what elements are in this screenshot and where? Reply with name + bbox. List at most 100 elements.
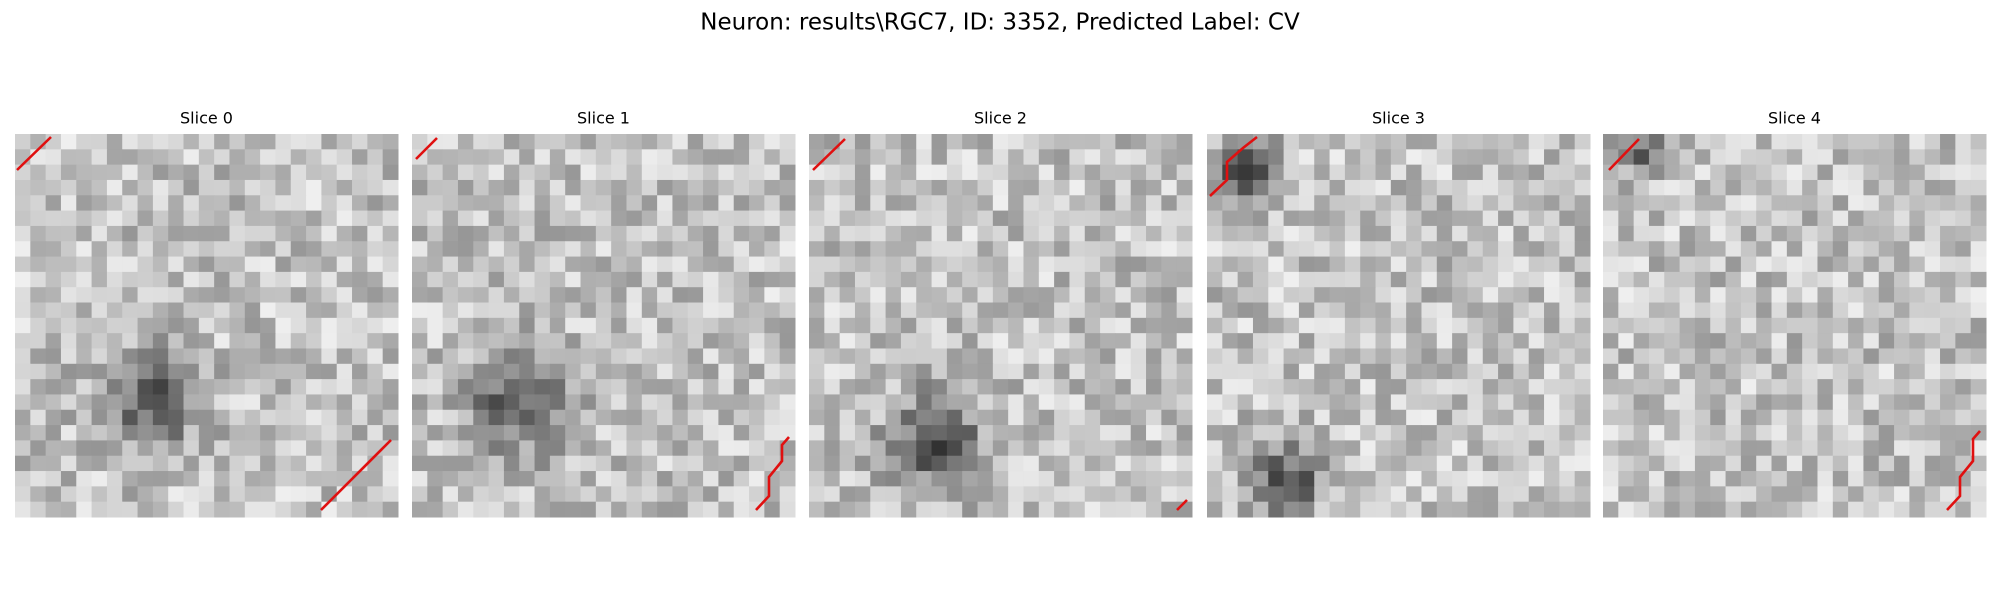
pixel [152, 271, 169, 288]
pixel [1633, 287, 1650, 304]
pixel [854, 287, 871, 304]
pixel [1436, 302, 1453, 319]
pixel [1130, 394, 1147, 411]
pixel [336, 394, 353, 411]
pixel [1863, 471, 1880, 487]
pixel [1924, 348, 1941, 365]
pixel [1252, 287, 1269, 304]
pixel [1940, 409, 1956, 426]
pixel [427, 317, 444, 334]
pixel [45, 134, 62, 150]
pixel [1648, 409, 1665, 426]
pixel [321, 149, 338, 166]
pixel [641, 363, 658, 380]
pixel [1559, 425, 1576, 441]
pixel [30, 195, 47, 212]
pixel [1574, 409, 1591, 426]
pixel [580, 149, 597, 166]
pixel [1100, 225, 1116, 242]
pixel [412, 440, 428, 457]
pixel [718, 287, 735, 304]
pixel [1482, 440, 1499, 457]
pixel [1421, 241, 1438, 258]
pixel [657, 425, 673, 441]
pixel [1482, 256, 1499, 273]
pixel [1054, 501, 1070, 518]
pixel [1023, 134, 1040, 150]
pixel [1130, 501, 1147, 518]
pixel [1664, 210, 1681, 227]
pixel [992, 225, 1009, 242]
pixel [1955, 179, 1972, 196]
panel: Slice 1 [412, 109, 796, 518]
pixel [244, 363, 261, 380]
pixel [60, 287, 77, 304]
pixel [76, 195, 93, 212]
pixel [1314, 271, 1331, 288]
pixel [749, 486, 765, 503]
pixel [1176, 287, 1193, 304]
pixel [1970, 440, 1987, 457]
pixel [611, 409, 627, 426]
pixel [122, 317, 139, 334]
pixel [1390, 425, 1407, 441]
pixel [1207, 256, 1223, 273]
pixel [519, 317, 536, 334]
pixel [1574, 471, 1591, 487]
pixel [749, 164, 765, 181]
pixel [1940, 379, 1956, 395]
pixel [946, 195, 963, 212]
pixel [779, 333, 796, 349]
pixel [962, 256, 979, 273]
pixel [1710, 425, 1727, 441]
pixel [1436, 363, 1453, 380]
panel: Slice 2 [809, 109, 1193, 518]
pixel [687, 256, 704, 273]
pixel [1633, 225, 1650, 242]
pixel [1513, 164, 1530, 181]
pixel [1513, 179, 1530, 196]
pixel [1710, 348, 1727, 365]
pixel [60, 195, 77, 212]
pixel [442, 409, 459, 426]
pixel [1161, 302, 1178, 319]
pixel [977, 287, 994, 304]
pixel [764, 333, 781, 349]
pixel [626, 394, 643, 411]
pixel [534, 210, 551, 227]
pixel [290, 471, 307, 487]
pixel [885, 348, 902, 365]
pixel [1360, 302, 1377, 319]
pixel [611, 241, 627, 258]
pixel [916, 179, 933, 196]
pixel [931, 287, 948, 304]
pixel [1207, 501, 1223, 518]
pixel [152, 409, 169, 426]
pixel [457, 348, 474, 365]
pixel [764, 440, 781, 457]
pixel [1054, 379, 1070, 395]
pixel [503, 501, 520, 518]
pixel [1574, 425, 1591, 441]
pixel [1008, 425, 1024, 441]
pixel [1756, 379, 1773, 395]
pixel [244, 440, 261, 457]
pixel [1406, 287, 1422, 304]
pixel [1406, 271, 1422, 288]
pixel [534, 471, 551, 487]
pixel [1740, 333, 1757, 349]
pixel [1360, 179, 1377, 196]
pixel [687, 164, 704, 181]
pixel [1054, 241, 1070, 258]
pixel [367, 471, 384, 487]
pixel [946, 409, 963, 426]
pixel [275, 179, 292, 196]
pixel [503, 134, 520, 150]
pixel [962, 271, 979, 288]
pixel [595, 225, 612, 242]
pixel [1771, 333, 1788, 349]
pixel [1452, 394, 1468, 411]
pixel [503, 333, 520, 349]
pixel [824, 241, 841, 258]
pixel [916, 363, 933, 380]
